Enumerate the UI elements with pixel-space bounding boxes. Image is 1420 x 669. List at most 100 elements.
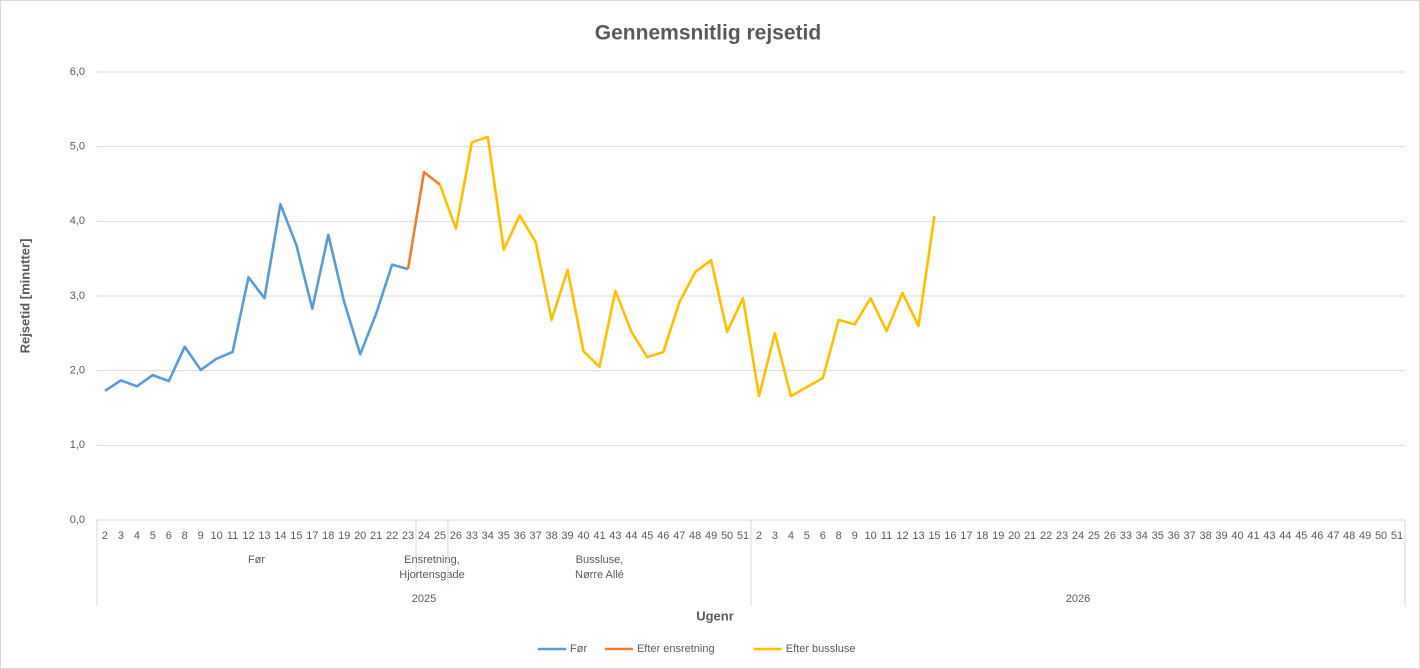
x-tick-label: 46 <box>657 530 669 542</box>
group-label: Nørre Allé <box>575 569 624 581</box>
x-tick-label: 40 <box>577 530 589 542</box>
x-tick-label: 38 <box>1199 530 1211 542</box>
x-tick-label: 35 <box>498 530 510 542</box>
x-tick-label: 51 <box>1391 530 1403 542</box>
y-tick-label: 6,0 <box>70 66 85 78</box>
x-tick-label: 21 <box>1024 530 1036 542</box>
x-tick-label: 12 <box>896 530 908 542</box>
y-axis-title: Rejsetid [minutter] <box>17 239 32 354</box>
x-tick-label: 48 <box>1343 530 1355 542</box>
x-tick-label: 39 <box>561 530 573 542</box>
x-tick-label: 36 <box>1168 530 1180 542</box>
x-tick-label: 14 <box>274 530 286 542</box>
x-tick-label: 47 <box>673 530 685 542</box>
x-tick-label: 34 <box>1136 530 1148 542</box>
x-tick-label: 19 <box>992 530 1004 542</box>
x-tick-label: 22 <box>386 530 398 542</box>
x-tick-label: 4 <box>134 530 140 542</box>
x-tick-label: 9 <box>852 530 858 542</box>
x-tick-label: 15 <box>290 530 302 542</box>
x-tick-label: 8 <box>182 530 188 542</box>
group-label: Ensretning, <box>404 554 460 566</box>
x-tick-label: 24 <box>1072 530 1084 542</box>
x-tick-label: 11 <box>881 530 892 542</box>
x-tick-label: 18 <box>322 530 334 542</box>
x-tick-label: 13 <box>912 530 924 542</box>
legend-label: Efter bussluse <box>786 643 856 655</box>
x-tick-label: 3 <box>772 530 778 542</box>
x-tick-label: 41 <box>1247 530 1259 542</box>
x-tick-label: 17 <box>306 530 318 542</box>
x-tick-label: 17 <box>960 530 972 542</box>
x-tick-label: 45 <box>1295 530 1307 542</box>
x-tick-label: 3 <box>118 530 124 542</box>
y-tick-label: 0,0 <box>70 514 85 526</box>
x-tick-label: 34 <box>482 530 494 542</box>
year-label: 2025 <box>412 593 436 605</box>
x-tick-label: 18 <box>976 530 988 542</box>
x-tick-label: 43 <box>609 530 621 542</box>
x-tick-label: 24 <box>418 530 430 542</box>
x-tick-label: 5 <box>804 530 810 542</box>
x-tick-label: 25 <box>434 530 446 542</box>
x-tick-label: 2 <box>102 530 108 542</box>
x-tick-label: 22 <box>1040 530 1052 542</box>
x-tick-label: 46 <box>1311 530 1323 542</box>
x-tick-label: 26 <box>1104 530 1116 542</box>
x-tick-label: 33 <box>466 530 478 542</box>
x-tick-label: 26 <box>450 530 462 542</box>
x-tick-label: 21 <box>370 530 382 542</box>
x-tick-label: 16 <box>944 530 956 542</box>
x-tick-label: 8 <box>836 530 842 542</box>
x-tick-label: 45 <box>641 530 653 542</box>
group-label: Før <box>248 554 265 566</box>
x-tick-label: 10 <box>211 530 223 542</box>
year-label: 2026 <box>1066 593 1090 605</box>
x-tick-label: 9 <box>198 530 204 542</box>
x-tick-label: 11 <box>227 530 238 542</box>
x-tick-label: 23 <box>402 530 414 542</box>
chart-title: Gennemsnitlig rejsetid <box>595 22 821 45</box>
x-tick-label: 20 <box>1008 530 1020 542</box>
y-tick-label: 4,0 <box>70 215 85 227</box>
x-tick-label: 49 <box>1359 530 1371 542</box>
x-tick-label: 35 <box>1152 530 1164 542</box>
x-tick-label: 44 <box>1279 530 1291 542</box>
x-tick-label: 38 <box>545 530 557 542</box>
x-tick-label: 36 <box>514 530 526 542</box>
x-tick-label: 40 <box>1231 530 1243 542</box>
x-tick-label: 48 <box>689 530 701 542</box>
x-tick-label: 37 <box>530 530 542 542</box>
x-tick-label: 43 <box>1263 530 1275 542</box>
x-tick-label: 10 <box>865 530 877 542</box>
group-label: Hjortensgade <box>399 569 464 581</box>
x-tick-label: 51 <box>737 530 749 542</box>
y-tick-label: 1,0 <box>70 439 85 451</box>
x-tick-label: 39 <box>1215 530 1227 542</box>
x-tick-label: 4 <box>788 530 794 542</box>
y-tick-label: 2,0 <box>70 365 85 377</box>
x-tick-label: 41 <box>593 530 605 542</box>
y-tick-label: 5,0 <box>70 141 85 153</box>
series-line <box>104 202 409 392</box>
x-tick-label: 44 <box>625 530 637 542</box>
x-tick-label: 5 <box>150 530 156 542</box>
series-line <box>406 170 441 270</box>
x-tick-label: 6 <box>820 530 826 542</box>
x-tick-label: 50 <box>1375 530 1387 542</box>
x-tick-label: 50 <box>721 530 733 542</box>
x-tick-label: 19 <box>338 530 350 542</box>
x-tick-label: 20 <box>354 530 366 542</box>
x-tick-label: 2 <box>756 530 762 542</box>
legend-label: Før <box>570 643 587 655</box>
x-tick-label: 6 <box>166 530 172 542</box>
x-tick-label: 13 <box>258 530 270 542</box>
y-tick-label: 3,0 <box>70 290 85 302</box>
legend-label: Efter ensretning <box>637 643 715 655</box>
x-tick-label: 23 <box>1056 530 1068 542</box>
series-line <box>438 135 936 398</box>
group-label: Bussluse, <box>576 554 624 566</box>
x-tick-label: 49 <box>705 530 717 542</box>
